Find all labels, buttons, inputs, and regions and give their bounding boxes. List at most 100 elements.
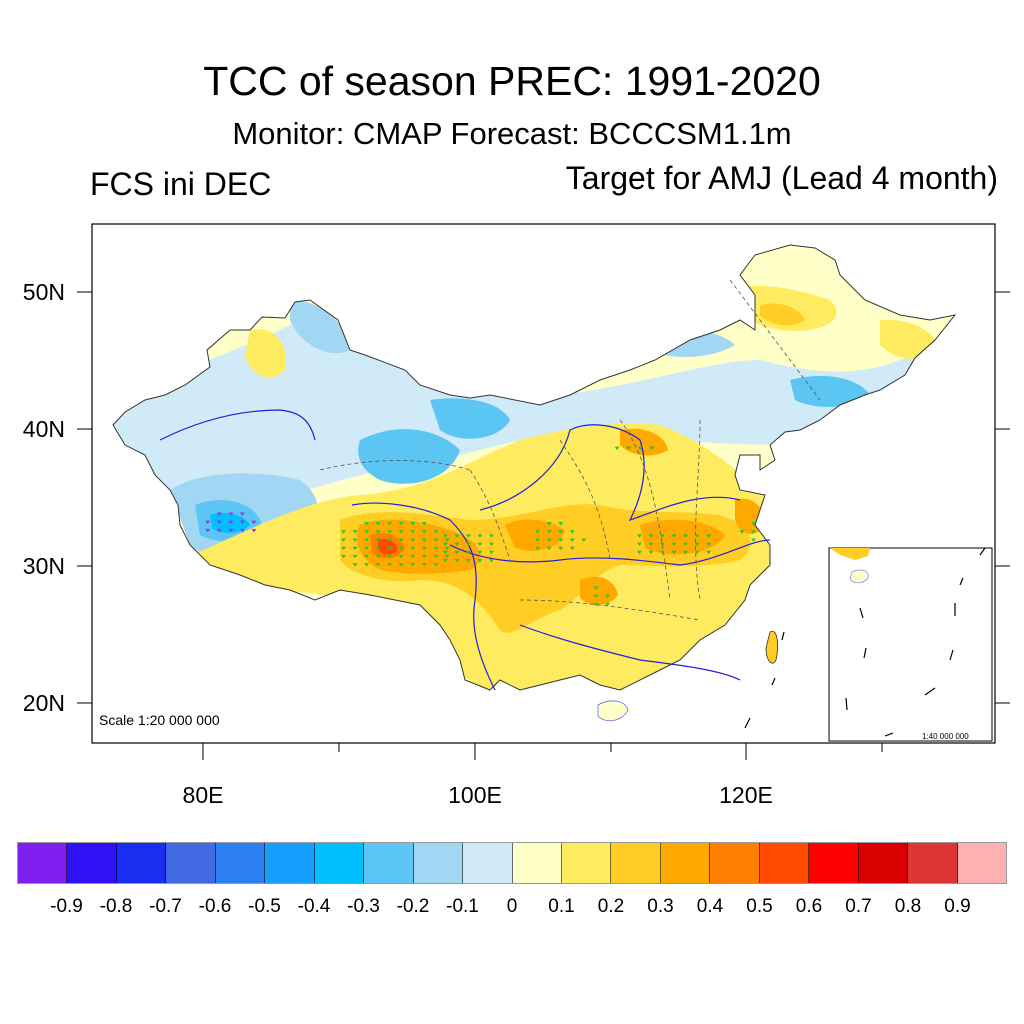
significance-marker <box>750 538 756 542</box>
significance-marker <box>636 534 642 538</box>
significance-marker <box>465 559 471 563</box>
significance-marker <box>352 563 358 567</box>
significance-marker <box>433 554 439 559</box>
significance-marker <box>364 554 370 559</box>
significance-marker <box>488 550 494 555</box>
significance-marker <box>442 534 448 538</box>
significance-marker <box>341 530 347 534</box>
significance-marker <box>648 550 654 555</box>
province-borders <box>319 279 821 621</box>
significance-marker <box>593 586 599 590</box>
significance-marker <box>387 563 393 567</box>
significance-marker <box>410 538 416 542</box>
significance-marker <box>375 554 381 559</box>
map-scale-label: Scale 1:20 000 000 <box>99 712 220 728</box>
significance-marker <box>387 538 393 542</box>
colorbar-swatch-0 <box>18 843 68 883</box>
contour-pos-11 <box>640 519 725 555</box>
lon-label-120e: 120E <box>719 782 773 808</box>
significance-marker <box>488 542 494 547</box>
significance-marker <box>569 546 575 551</box>
significance-marker <box>421 546 427 551</box>
significance-marker <box>465 542 471 547</box>
significance-marker <box>433 530 439 534</box>
significance-marker <box>454 542 460 547</box>
colorbar-label: 0.1 <box>548 896 575 917</box>
map-plot <box>77 223 1010 760</box>
significance-marker <box>671 550 677 555</box>
significance-marker <box>558 530 564 534</box>
significance-marker <box>535 546 541 551</box>
significance-marker <box>375 530 381 534</box>
contour-neg-08 <box>790 375 870 407</box>
significance-marker <box>398 546 404 551</box>
significance-marker <box>546 530 552 534</box>
lat-label-30n: 30N <box>22 553 65 579</box>
significance-marker <box>442 542 448 547</box>
significance-marker <box>605 602 611 607</box>
significance-marker <box>465 534 471 538</box>
significance-marker <box>649 446 655 451</box>
significance-marker <box>375 563 381 567</box>
taiwan-island <box>765 630 778 664</box>
significance-marker <box>488 534 494 538</box>
significance-marker <box>477 542 483 547</box>
tarim-river <box>159 409 316 441</box>
china-border <box>112 244 957 691</box>
colorbar-label: -0.2 <box>396 896 430 917</box>
contour-pos-03 <box>760 303 805 326</box>
significance-marker <box>660 550 666 555</box>
colorbar-swatch-19 <box>957 843 1007 883</box>
significance-marker <box>546 538 552 542</box>
colorbar-label: 0.2 <box>597 896 625 917</box>
significance-marker <box>387 554 393 559</box>
significance-marker <box>694 542 700 547</box>
lat-label-20n: 20N <box>22 690 65 716</box>
significance-marker <box>636 542 642 547</box>
significance-marker <box>205 520 211 525</box>
colorbar-swatch-8 <box>413 843 464 883</box>
significance-marker <box>421 563 427 567</box>
axis-ticks <box>77 291 1010 760</box>
contour-pos-07 <box>356 519 481 574</box>
nine-dash-line <box>744 547 986 737</box>
significance-marker <box>410 563 416 567</box>
significance-marker <box>558 538 564 542</box>
significance-marker <box>671 534 677 538</box>
colorbar-label: -0.7 <box>149 896 182 917</box>
significance-marker <box>706 550 712 555</box>
contour-neg-06 <box>430 398 510 439</box>
colorbar-label: -0.3 <box>347 896 380 917</box>
inset-coast <box>830 548 870 560</box>
significance-marker <box>660 534 666 538</box>
significance-marker <box>444 554 450 559</box>
chart-subtitle: Monitor: CMAP Forecast: BCCCSM1.1m <box>232 116 792 151</box>
significance-marker <box>648 534 654 538</box>
significance-marker <box>251 520 257 525</box>
significance-marker <box>375 522 381 526</box>
significance-marker <box>228 528 234 533</box>
colorbar-label: -0.5 <box>248 896 281 917</box>
colorbar-label: 0 <box>506 896 518 917</box>
significance-marker <box>364 563 370 567</box>
significance-marker <box>671 542 677 547</box>
significance-marker <box>477 534 483 538</box>
significance-marker <box>364 522 370 526</box>
significance-marker <box>694 550 700 555</box>
significance-marker <box>477 559 483 563</box>
significance-marker <box>398 538 404 542</box>
significance-marker <box>398 530 404 534</box>
colorbar-swatch-3 <box>166 843 216 883</box>
significance-marker <box>433 538 439 542</box>
colorbar-label: 0.3 <box>647 896 674 917</box>
significance-marker <box>410 546 416 551</box>
significance-marker <box>352 530 358 534</box>
lon-label-100e: 100E <box>448 782 502 808</box>
significance-marker <box>535 538 541 542</box>
contour-pos-12 <box>580 576 618 606</box>
inset-scale-label: 1:40 000 000 <box>922 732 969 741</box>
significance-marker <box>636 550 642 555</box>
colorbar-label: 0.6 <box>795 896 823 917</box>
significance-marker <box>387 530 393 534</box>
significance-marker <box>410 530 416 534</box>
